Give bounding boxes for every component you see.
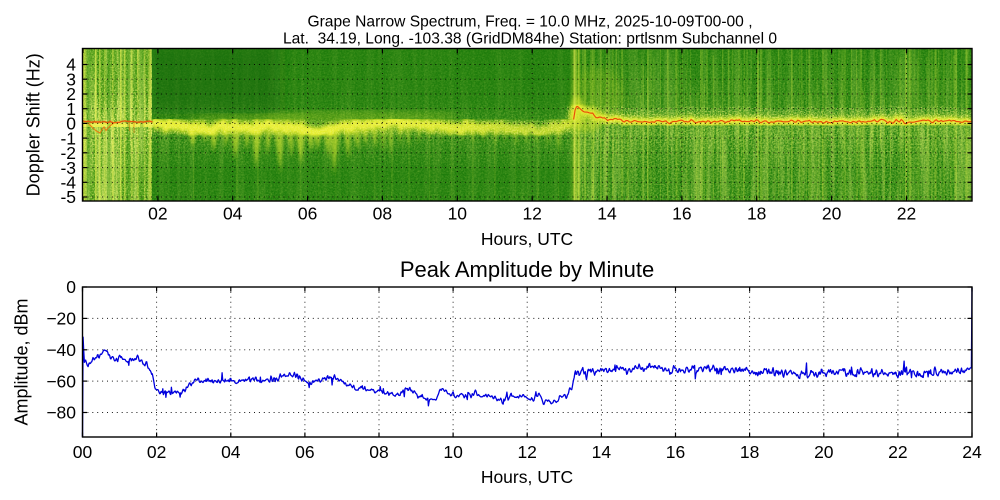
svg-text:02: 02 xyxy=(147,442,166,462)
svg-text:04: 04 xyxy=(223,204,243,224)
svg-text:Hours, UTC: Hours, UTC xyxy=(481,467,573,487)
svg-text:06: 06 xyxy=(295,442,314,462)
svg-text:1: 1 xyxy=(66,99,76,119)
svg-text:08: 08 xyxy=(369,442,388,462)
svg-text:Peak Amplitude by Minute: Peak Amplitude by Minute xyxy=(400,257,654,282)
svg-text:08: 08 xyxy=(373,204,392,224)
svg-text:−20: −20 xyxy=(46,309,76,329)
svg-text:00: 00 xyxy=(73,442,93,462)
svg-text:−80: −80 xyxy=(46,403,76,423)
svg-text:0: 0 xyxy=(66,114,76,134)
svg-text:Doppler Shift (Hz): Doppler Shift (Hz) xyxy=(24,53,44,196)
svg-text:24: 24 xyxy=(962,442,982,462)
svg-text:−40: −40 xyxy=(46,340,76,360)
svg-text:22: 22 xyxy=(897,204,916,224)
svg-text:20: 20 xyxy=(814,442,834,462)
svg-text:-3: -3 xyxy=(60,158,76,178)
svg-text:04: 04 xyxy=(221,442,241,462)
svg-text:22: 22 xyxy=(888,442,907,462)
svg-text:10: 10 xyxy=(443,442,463,462)
svg-text:16: 16 xyxy=(672,204,691,224)
svg-text:06: 06 xyxy=(298,204,317,224)
svg-text:Amplitude, dBm: Amplitude, dBm xyxy=(12,298,32,425)
svg-text:12: 12 xyxy=(517,442,536,462)
svg-text:18: 18 xyxy=(740,442,759,462)
svg-text:18: 18 xyxy=(747,204,766,224)
svg-text:Grape Narrow Spectrum, Freq. =: Grape Narrow Spectrum, Freq. = 10.0 MHz,… xyxy=(307,14,752,31)
svg-text:14: 14 xyxy=(597,204,617,224)
svg-text:-5: -5 xyxy=(60,187,76,207)
svg-text:2: 2 xyxy=(66,84,76,104)
svg-text:0: 0 xyxy=(66,277,76,297)
svg-text:-4: -4 xyxy=(60,173,76,193)
svg-text:14: 14 xyxy=(592,442,612,462)
svg-text:16: 16 xyxy=(666,442,685,462)
svg-text:3: 3 xyxy=(66,69,76,89)
svg-text:12: 12 xyxy=(522,204,541,224)
svg-text:Hours, UTC: Hours, UTC xyxy=(481,229,573,249)
svg-text:-2: -2 xyxy=(60,143,76,163)
svg-text:02: 02 xyxy=(148,204,167,224)
svg-text:−60: −60 xyxy=(46,371,76,391)
svg-text:4: 4 xyxy=(66,55,76,75)
svg-text:-1: -1 xyxy=(60,128,76,148)
svg-text:Lat. 34.19, Long. -103.38 (Gr: Lat. 34.19, Long. -103.38 (GridDM84he) S… xyxy=(283,31,777,48)
svg-text:10: 10 xyxy=(448,204,468,224)
svg-text:20: 20 xyxy=(822,204,842,224)
